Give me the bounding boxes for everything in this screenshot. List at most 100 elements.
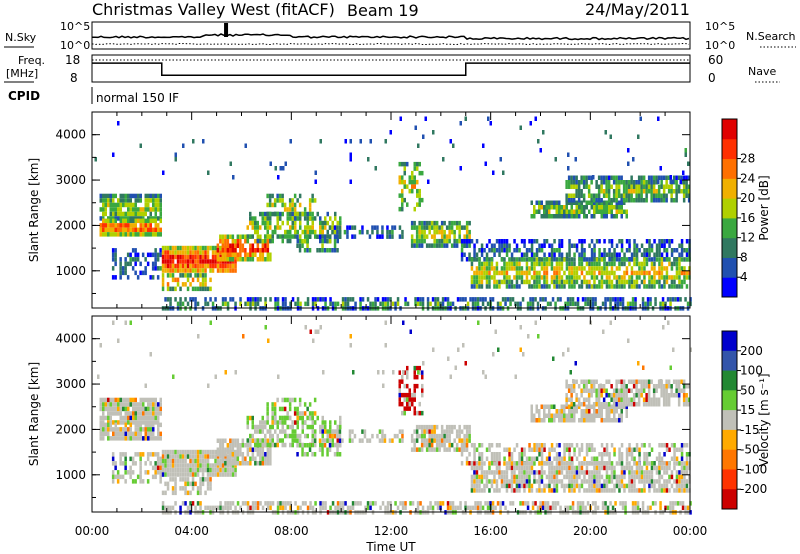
heatmap-cell bbox=[543, 252, 546, 257]
heatmap-cell bbox=[288, 202, 292, 208]
heatmap-cell bbox=[520, 266, 524, 271]
heatmap-cell bbox=[473, 248, 476, 253]
heatmap-cell bbox=[234, 463, 237, 468]
heatmap-cell bbox=[545, 284, 549, 289]
heatmap-cell bbox=[590, 388, 593, 393]
heatmap-cell bbox=[266, 429, 269, 434]
heatmap-cell bbox=[643, 452, 646, 457]
heatmap-cell bbox=[151, 261, 155, 267]
heatmap-cell bbox=[234, 263, 237, 269]
heatmap-cell bbox=[209, 486, 212, 491]
heatmap-cell bbox=[463, 239, 466, 244]
heatmap-cell bbox=[221, 301, 225, 307]
heatmap-cell bbox=[565, 266, 569, 271]
heatmap-cell bbox=[540, 266, 544, 271]
heatmap-cell bbox=[488, 239, 491, 244]
heatmap-cell bbox=[620, 452, 624, 457]
heatmap-cell bbox=[428, 438, 431, 443]
heatmap-cell bbox=[393, 225, 397, 230]
heatmap-cell bbox=[161, 501, 165, 506]
heatmap-cell bbox=[675, 393, 678, 398]
heatmap-cell bbox=[625, 461, 629, 466]
heatmap-cell bbox=[184, 501, 187, 506]
heatmap-cell bbox=[615, 384, 618, 389]
heatmap-cell bbox=[221, 239, 225, 244]
heatmap-cell bbox=[668, 479, 671, 484]
heatmap-cell bbox=[147, 207, 150, 212]
heatmap-cell bbox=[127, 232, 130, 237]
heatmap-cell bbox=[600, 209, 603, 214]
heatmap-cell bbox=[169, 505, 172, 511]
heatmap-cell bbox=[578, 239, 581, 244]
heatmap-cell bbox=[540, 200, 543, 205]
heatmap-cell bbox=[381, 229, 384, 235]
heatmap-cell bbox=[534, 297, 537, 302]
heatmap-cell bbox=[256, 220, 259, 226]
heatmap-cell bbox=[149, 218, 152, 224]
heatmap-cell bbox=[144, 223, 147, 228]
heatmap-cell bbox=[657, 402, 661, 407]
heatmap-cell bbox=[580, 443, 584, 448]
heatmap-cell bbox=[598, 266, 601, 271]
heatmap-cell bbox=[503, 248, 506, 253]
heatmap-cell bbox=[261, 257, 265, 262]
heatmap-cell bbox=[685, 175, 688, 180]
heatmap-cell bbox=[645, 239, 649, 244]
heatmap-cell bbox=[683, 257, 686, 262]
heatmap-cell bbox=[129, 422, 132, 428]
heatmap-cell bbox=[413, 447, 416, 452]
heatmap-cell bbox=[465, 243, 469, 248]
heatmap-cell bbox=[293, 202, 297, 208]
heatmap-cell bbox=[264, 433, 267, 439]
heatmap-cell bbox=[583, 248, 586, 253]
heatmap-cell bbox=[528, 257, 531, 262]
heatmap-cell bbox=[406, 184, 409, 189]
heatmap-cell bbox=[622, 198, 626, 203]
heatmap-cell bbox=[117, 198, 120, 203]
heatmap-cell bbox=[149, 216, 152, 221]
heatmap-cell bbox=[648, 461, 651, 466]
heatmap-cell bbox=[207, 170, 210, 175]
heatmap-cell bbox=[680, 461, 684, 466]
heatmap-cell bbox=[495, 479, 499, 484]
heatmap-cell bbox=[508, 456, 511, 461]
heatmap-cell bbox=[643, 461, 646, 466]
heatmap-cell bbox=[665, 175, 668, 180]
heatmap-cell bbox=[525, 456, 529, 461]
heatmap-cell bbox=[535, 418, 538, 423]
heatmap-cell bbox=[334, 229, 337, 235]
heatmap-cell bbox=[558, 456, 561, 461]
heatmap-cell bbox=[473, 488, 476, 493]
heatmap-cell bbox=[543, 443, 546, 448]
heatmap-cell bbox=[121, 461, 125, 466]
heatmap-cell bbox=[304, 225, 307, 230]
heatmap-cell bbox=[488, 488, 491, 493]
heatmap-cell bbox=[306, 452, 309, 457]
heatmap-cell bbox=[276, 397, 279, 403]
heatmap-cell bbox=[194, 254, 197, 260]
heatmap-cell bbox=[543, 447, 546, 452]
heatmap-cell bbox=[399, 116, 402, 121]
heatmap-cell bbox=[171, 245, 175, 251]
heatmap-cell bbox=[298, 397, 302, 403]
heatmap-cell bbox=[520, 447, 524, 452]
heatmap-cell bbox=[316, 211, 319, 217]
heatmap-cell bbox=[572, 198, 576, 203]
heatmap-cell bbox=[635, 198, 638, 203]
heatmap-cell bbox=[488, 270, 491, 276]
heatmap-cell bbox=[585, 461, 589, 466]
heatmap-cell bbox=[505, 266, 509, 271]
heatmap-cell bbox=[428, 447, 431, 452]
heatmap-cell bbox=[638, 270, 641, 276]
heatmap-cell bbox=[654, 297, 657, 302]
heatmap-cell bbox=[603, 200, 606, 205]
heatmap-cell bbox=[675, 198, 678, 203]
heatmap-cell bbox=[184, 486, 187, 491]
heatmap-cell bbox=[294, 234, 297, 239]
heatmap-cell bbox=[132, 223, 135, 228]
heatmap-cell bbox=[628, 461, 631, 466]
heatmap-cell bbox=[391, 234, 394, 239]
heatmap-cell bbox=[417, 143, 420, 148]
heatmap-cell bbox=[618, 252, 621, 257]
heatmap-cell bbox=[453, 238, 456, 244]
